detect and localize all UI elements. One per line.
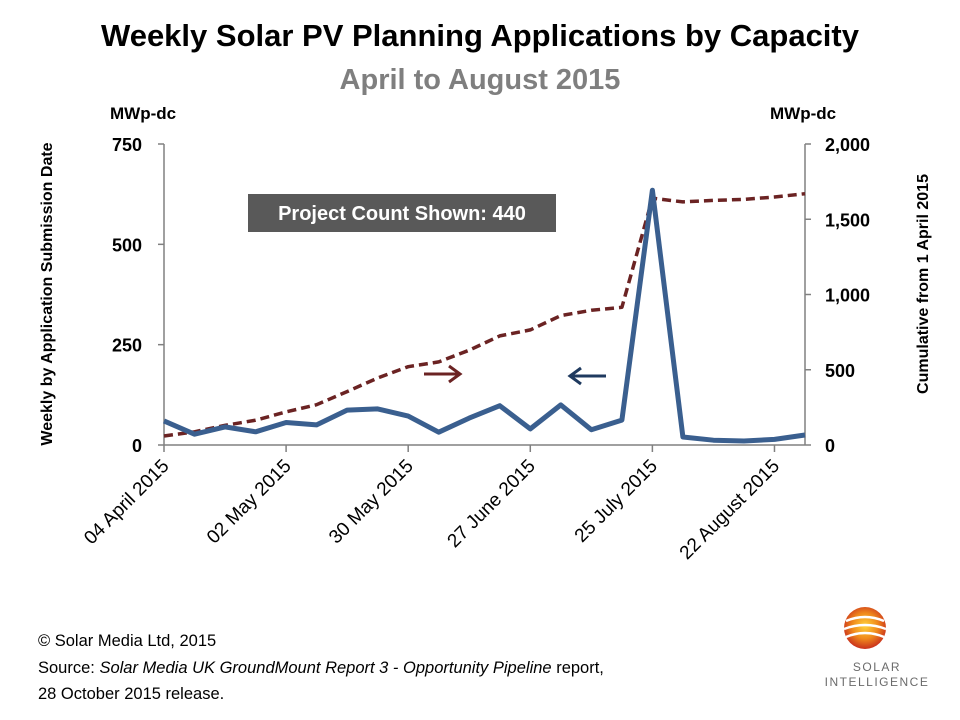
right-tick-label: 500 xyxy=(825,361,855,381)
footer-release: 28 October 2015 release. xyxy=(38,685,225,703)
arrow-right-icon xyxy=(424,364,463,384)
footer-source: Source: Solar Media UK GroundMount Repor… xyxy=(38,659,604,678)
logo-text-solar: SOLAR xyxy=(852,660,902,674)
x-tick-label: 02 May 2015 xyxy=(203,456,296,549)
annotation-text: Project Count Shown: 440 xyxy=(278,203,526,225)
solar-intelligence-logo-icon xyxy=(843,607,887,649)
right-tick-label: 2,000 xyxy=(825,135,870,155)
right-axis-unit: MWp-dc xyxy=(770,104,837,123)
x-tick-label: 30 May 2015 xyxy=(325,456,418,549)
right-tick-label: 0 xyxy=(825,436,835,456)
arrow-left-icon xyxy=(567,366,606,386)
left-tick-label: 250 xyxy=(112,336,142,356)
chart-subtitle: April to August 2015 xyxy=(339,64,621,96)
series-lines xyxy=(163,187,806,444)
right-axis-label: Cumulative from 1 April 2015 xyxy=(915,174,932,394)
chart-canvas: 0 250 500 750 0 500 1,000 1,500 2,000 04 April 20… xyxy=(39,135,932,564)
weekly-series-line xyxy=(163,187,806,444)
chart-title: Weekly Solar PV Planning Applications by… xyxy=(101,18,859,53)
x-tick-label: 27 June 2015 xyxy=(444,456,540,552)
x-tick-label: 25 July 2015 xyxy=(571,456,662,547)
left-tick-label: 0 xyxy=(132,436,142,456)
logo-text-intelligence: INTELLIGENCE xyxy=(824,675,930,689)
footer-copyright: © Solar Media Ltd, 2015 xyxy=(38,632,217,650)
cumulative-series-line xyxy=(163,191,806,438)
right-tick-label: 1,500 xyxy=(825,210,870,230)
annotations: Project Count Shown: 440 xyxy=(248,194,606,386)
left-tick-label: 500 xyxy=(112,235,142,255)
x-tick-label: 22 August 2015 xyxy=(676,456,784,564)
annotation-box xyxy=(248,194,556,232)
right-tick-label: 1,000 xyxy=(825,286,870,306)
footer-source-title: Solar Media UK GroundMount Report 3 - Op… xyxy=(99,659,552,677)
footer-source-suffix: report, xyxy=(551,659,604,677)
x-tick-label: 04 April 2015 xyxy=(80,456,173,549)
left-axis-label: Weekly by Application Submission Date xyxy=(39,142,56,445)
left-tick-label: 750 xyxy=(112,135,142,155)
axes xyxy=(158,143,811,452)
left-axis-unit: MWp-dc xyxy=(110,104,177,123)
footer-source-prefix: Source: xyxy=(38,659,100,677)
